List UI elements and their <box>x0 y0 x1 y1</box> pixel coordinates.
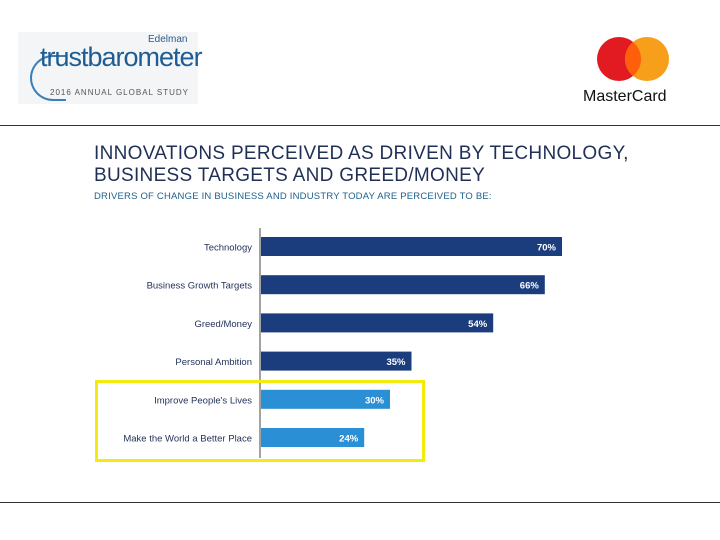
bar-4 <box>261 351 412 371</box>
value-label-6: 24% <box>339 434 359 445</box>
value-label-4: 35% <box>386 357 406 368</box>
category-label-5: Improve People's Lives <box>154 395 252 406</box>
mastercard-overlap <box>624 42 642 76</box>
mastercard-logo-icon <box>597 37 669 81</box>
category-label-2: Business Growth Targets <box>147 281 253 292</box>
top-divider <box>0 125 720 126</box>
bar-6 <box>261 428 365 447</box>
edelman-brand: Edelman <box>148 34 188 45</box>
category-label-4: Personal Ambition <box>175 357 252 368</box>
category-label-1: Technology <box>204 243 252 254</box>
category-label-6: Make the World a Better Place <box>123 434 252 445</box>
mastercard-wordmark: MasterCard <box>583 88 667 105</box>
chart-subtitle: DRIVERS OF CHANGE IN BUSINESS AND INDUST… <box>94 191 492 202</box>
value-label-2: 66% <box>520 281 540 292</box>
bar-5 <box>261 389 390 409</box>
bar-1 <box>261 237 562 256</box>
value-label-5: 30% <box>365 395 385 406</box>
bar-2 <box>261 275 545 295</box>
highlight-box <box>95 380 425 462</box>
value-label-3: 54% <box>468 319 488 330</box>
trustbarometer-arc-icon <box>30 55 66 101</box>
trustbarometer-wordmark: trustbarometer <box>40 42 203 72</box>
category-label-3: Greed/Money <box>194 319 252 330</box>
chart-title: INNOVATIONS PERCEIVED AS DRIVEN BY TECHN… <box>94 143 629 186</box>
bar-3 <box>261 313 494 333</box>
trustbarometer-caption: 2016 ANNUAL GLOBAL STUDY <box>50 88 190 97</box>
value-label-1: 70% <box>537 243 557 254</box>
bottom-divider <box>0 502 720 503</box>
